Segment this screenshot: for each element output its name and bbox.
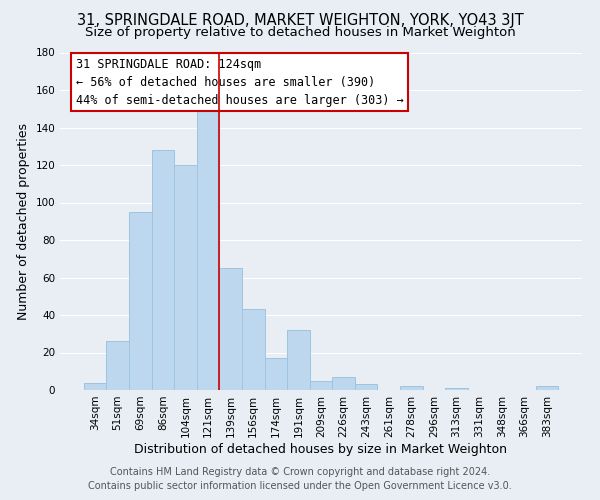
Bar bbox=[265, 358, 287, 390]
Bar bbox=[242, 310, 265, 390]
X-axis label: Distribution of detached houses by size in Market Weighton: Distribution of detached houses by size … bbox=[134, 442, 508, 456]
Bar bbox=[84, 382, 106, 390]
Bar bbox=[152, 150, 174, 390]
Bar bbox=[536, 386, 558, 390]
Bar bbox=[106, 341, 129, 390]
Bar bbox=[220, 268, 242, 390]
Text: 31 SPRINGDALE ROAD: 124sqm
← 56% of detached houses are smaller (390)
44% of sem: 31 SPRINGDALE ROAD: 124sqm ← 56% of deta… bbox=[76, 58, 403, 106]
Bar bbox=[129, 212, 152, 390]
Y-axis label: Number of detached properties: Number of detached properties bbox=[17, 122, 30, 320]
Bar bbox=[445, 388, 468, 390]
Bar bbox=[332, 377, 355, 390]
Bar bbox=[400, 386, 422, 390]
Bar bbox=[174, 165, 197, 390]
Bar bbox=[287, 330, 310, 390]
Bar bbox=[197, 109, 220, 390]
Text: Size of property relative to detached houses in Market Weighton: Size of property relative to detached ho… bbox=[85, 26, 515, 39]
Bar bbox=[355, 384, 377, 390]
Text: Contains HM Land Registry data © Crown copyright and database right 2024.
Contai: Contains HM Land Registry data © Crown c… bbox=[88, 467, 512, 491]
Bar bbox=[310, 380, 332, 390]
Text: 31, SPRINGDALE ROAD, MARKET WEIGHTON, YORK, YO43 3JT: 31, SPRINGDALE ROAD, MARKET WEIGHTON, YO… bbox=[77, 12, 523, 28]
